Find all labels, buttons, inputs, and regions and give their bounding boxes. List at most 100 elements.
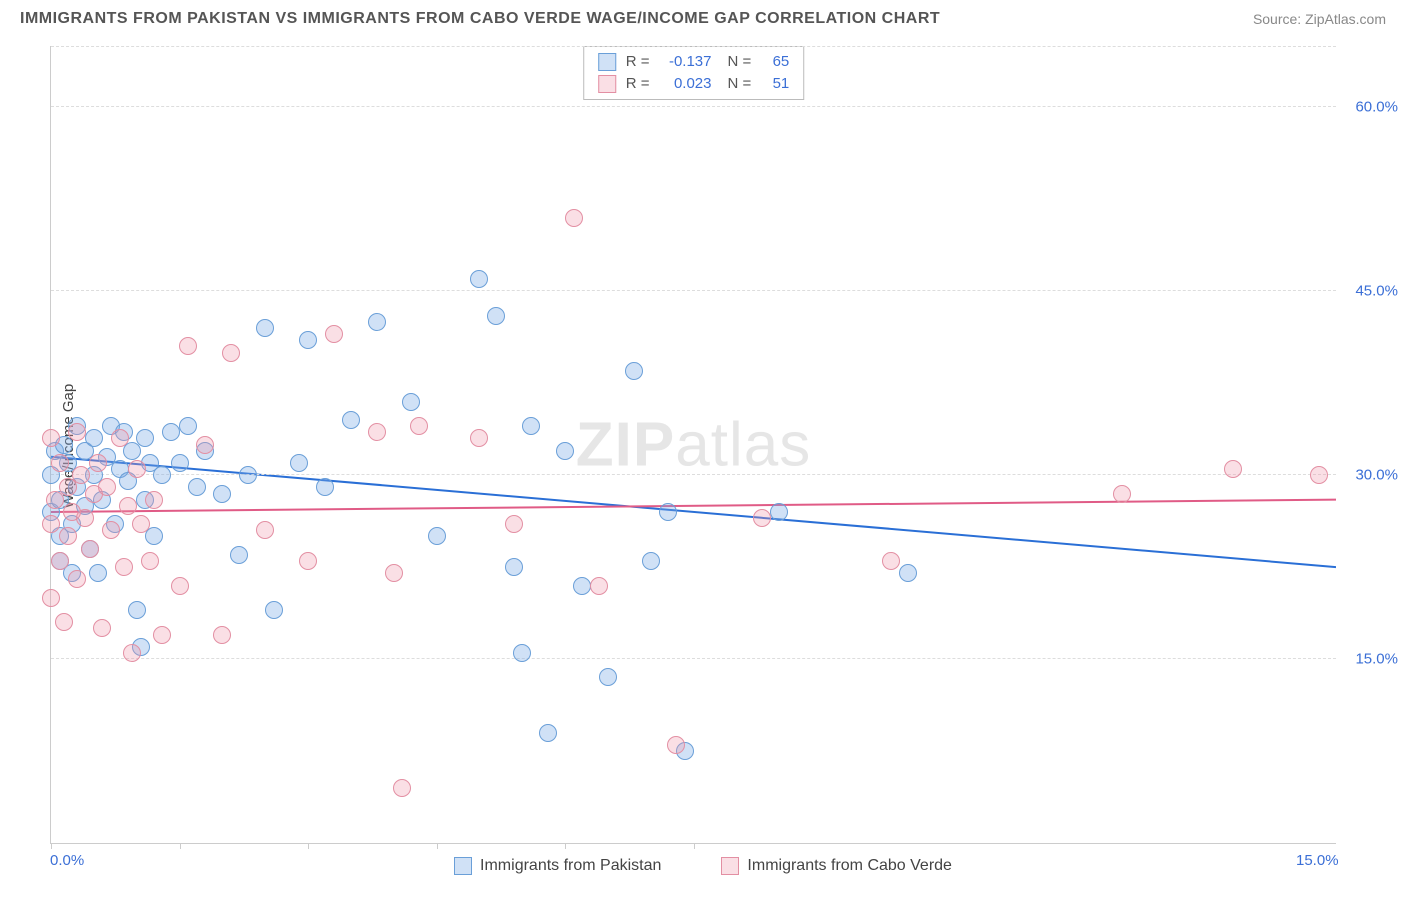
scatter-point: [470, 429, 488, 447]
gridline: [51, 658, 1336, 659]
scatter-point: [573, 577, 591, 595]
y-tick-label: 60.0%: [1355, 99, 1398, 116]
x-tick: [437, 843, 438, 849]
scatter-point: [222, 344, 240, 362]
scatter-point: [590, 577, 608, 595]
scatter-point: [402, 393, 420, 411]
scatter-point: [136, 429, 154, 447]
scatter-point: [239, 466, 257, 484]
scatter-point: [115, 558, 133, 576]
legend-item: Immigrants from Cabo Verde: [721, 857, 952, 875]
scatter-point: [256, 319, 274, 337]
scatter-point: [256, 521, 274, 539]
stat-n-label: N =: [728, 73, 752, 95]
x-axis-min-label: 0.0%: [50, 852, 84, 920]
scatter-point: [882, 552, 900, 570]
scatter-point: [410, 417, 428, 435]
scatter-point: [667, 736, 685, 754]
legend-stats-box: R =-0.137N =65R =0.023N =51: [583, 46, 805, 100]
scatter-point: [123, 644, 141, 662]
scatter-point: [368, 313, 386, 331]
scatter-point: [1310, 466, 1328, 484]
source-label: Source: ZipAtlas.com: [1253, 11, 1386, 27]
legend-swatch: [454, 857, 472, 875]
scatter-point: [72, 466, 90, 484]
scatter-point: [85, 429, 103, 447]
scatter-point: [89, 454, 107, 472]
y-tick-label: 30.0%: [1355, 467, 1398, 484]
scatter-point: [89, 564, 107, 582]
gridline: [51, 290, 1336, 291]
scatter-point: [213, 485, 231, 503]
scatter-point: [153, 626, 171, 644]
scatter-point: [196, 436, 214, 454]
legend-swatch: [721, 857, 739, 875]
scatter-point: [487, 307, 505, 325]
scatter-point: [68, 423, 86, 441]
scatter-point: [899, 564, 917, 582]
watermark-rest: atlas: [675, 410, 811, 479]
x-tick: [180, 843, 181, 849]
scatter-point: [299, 552, 317, 570]
scatter-point: [76, 509, 94, 527]
scatter-point: [393, 779, 411, 797]
scatter-point: [565, 209, 583, 227]
scatter-point: [642, 552, 660, 570]
bottom-legend: Immigrants from Pakistan Immigrants from …: [0, 857, 1406, 880]
legend-swatch: [598, 75, 616, 93]
legend-swatch: [598, 53, 616, 71]
legend-label: Immigrants from Cabo Verde: [747, 857, 952, 875]
scatter-point: [119, 497, 137, 515]
scatter-point: [599, 668, 617, 686]
scatter-point: [68, 570, 86, 588]
gridline: [51, 106, 1336, 107]
scatter-point: [128, 601, 146, 619]
scatter-point: [162, 423, 180, 441]
stat-r-value: 0.023: [660, 73, 712, 95]
scatter-point: [93, 619, 111, 637]
y-tick-label: 15.0%: [1355, 651, 1398, 668]
scatter-point: [522, 417, 540, 435]
scatter-point: [385, 564, 403, 582]
scatter-point: [42, 589, 60, 607]
scatter-point: [290, 454, 308, 472]
legend-item: Immigrants from Pakistan: [454, 857, 661, 875]
scatter-point: [265, 601, 283, 619]
y-tick-label: 45.0%: [1355, 283, 1398, 300]
x-tick: [308, 843, 309, 849]
scatter-point: [505, 558, 523, 576]
chart-title: IMMIGRANTS FROM PAKISTAN VS IMMIGRANTS F…: [20, 10, 940, 28]
scatter-point: [98, 478, 116, 496]
scatter-point: [81, 540, 99, 558]
scatter-point: [51, 552, 69, 570]
watermark: ZIPatlas: [576, 409, 811, 480]
x-tick: [694, 843, 695, 849]
scatter-point: [659, 503, 677, 521]
scatter-point: [325, 325, 343, 343]
stat-r-label: R =: [626, 51, 650, 73]
stat-r-label: R =: [626, 73, 650, 95]
stat-n-label: N =: [728, 51, 752, 73]
scatter-point: [42, 429, 60, 447]
scatter-point: [470, 270, 488, 288]
legend-stats-row: R =-0.137N =65: [598, 51, 790, 73]
trend-line: [51, 500, 1336, 512]
legend-stats-row: R =0.023N =51: [598, 73, 790, 95]
scatter-point: [102, 521, 120, 539]
scatter-point: [59, 527, 77, 545]
scatter-point: [171, 454, 189, 472]
scatter-point: [42, 515, 60, 533]
scatter-point: [188, 478, 206, 496]
stat-n-value: 65: [761, 51, 789, 73]
scatter-point: [539, 724, 557, 742]
scatter-point: [153, 466, 171, 484]
legend-label: Immigrants from Pakistan: [480, 857, 661, 875]
x-axis-max-label: 15.0%: [1296, 852, 1339, 920]
scatter-point: [770, 503, 788, 521]
scatter-point: [55, 613, 73, 631]
scatter-point: [556, 442, 574, 460]
scatter-point: [316, 478, 334, 496]
scatter-point: [299, 331, 317, 349]
scatter-point: [753, 509, 771, 527]
scatter-point: [342, 411, 360, 429]
